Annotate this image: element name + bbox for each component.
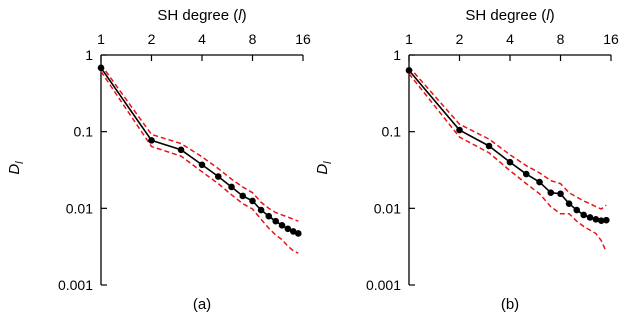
x-axis-title: SH degree (l): [465, 7, 554, 24]
x-axis-title: SH degree (l): [157, 7, 246, 24]
data-point: [602, 216, 610, 224]
x-tick-label: 8: [249, 31, 257, 47]
data-point: [272, 217, 280, 225]
data-point: [506, 158, 514, 166]
data-point: [278, 222, 286, 229]
data-point: [592, 215, 600, 223]
series-line-lower-bound: [100, 71, 299, 254]
data-point: [177, 146, 185, 154]
series-line-lower-bound: [408, 73, 607, 253]
y-tick-label: 0.01: [374, 200, 401, 216]
data-point: [228, 183, 235, 191]
data-point: [522, 170, 530, 178]
data-point: [249, 197, 256, 205]
data-point: [214, 173, 222, 180]
data-point: [294, 230, 302, 237]
x-tick-label: 16: [295, 31, 311, 47]
x-tick-label: 4: [198, 31, 206, 47]
data-point: [586, 214, 594, 221]
y-tick-label: 0.01: [66, 200, 93, 216]
data-point: [557, 190, 564, 198]
panel-b: 1 2 4 8 16 1 0.1 0.01 0.001 SH degree (l) Dl (b): [314, 7, 619, 313]
x-tick-label: 8: [557, 31, 565, 47]
x-tick-label: 1: [97, 31, 105, 47]
data-point: [536, 178, 543, 186]
series-line-upper-bound: [408, 66, 607, 210]
data-point: [573, 206, 581, 214]
data-point: [289, 228, 297, 235]
x-tick-label: 4: [506, 31, 514, 47]
y-tick-label: 0.001: [366, 277, 401, 293]
y-tick-label: 1: [393, 47, 401, 63]
y-axis-title: Dl: [6, 161, 26, 175]
data-point: [547, 189, 555, 196]
panel-subtitle: (b): [501, 296, 519, 313]
data-point: [580, 211, 588, 219]
data-point: [597, 217, 605, 224]
data-point: [97, 64, 105, 72]
data-point: [405, 67, 413, 74]
data-point: [198, 161, 206, 169]
y-axis-title: Dl: [314, 161, 334, 175]
x-tick-label: 1: [405, 31, 413, 47]
data-point: [265, 212, 273, 220]
y-tick-label: 0.1: [74, 124, 94, 140]
y-tick-label: 0.001: [58, 277, 93, 293]
data-point: [456, 126, 463, 134]
data-point: [284, 225, 292, 233]
y-tick-label: 0.1: [382, 124, 402, 140]
x-tick-label: 2: [148, 31, 156, 47]
panel-subtitle: (a): [193, 296, 211, 313]
y-tick-label: 1: [85, 47, 93, 63]
data-point: [239, 192, 247, 200]
series-line-mean: [408, 69, 607, 222]
panel-a: 1 2 4 8 16 1 0.1 0.01 0.001 SH degree (l) Dl (a): [6, 7, 311, 313]
data-point: [257, 206, 265, 214]
data-point: [148, 137, 155, 144]
x-tick-label: 16: [603, 31, 619, 47]
x-tick-label: 2: [456, 31, 464, 47]
data-point: [485, 142, 493, 150]
data-point: [565, 200, 573, 207]
series-line-upper-bound: [100, 64, 299, 222]
